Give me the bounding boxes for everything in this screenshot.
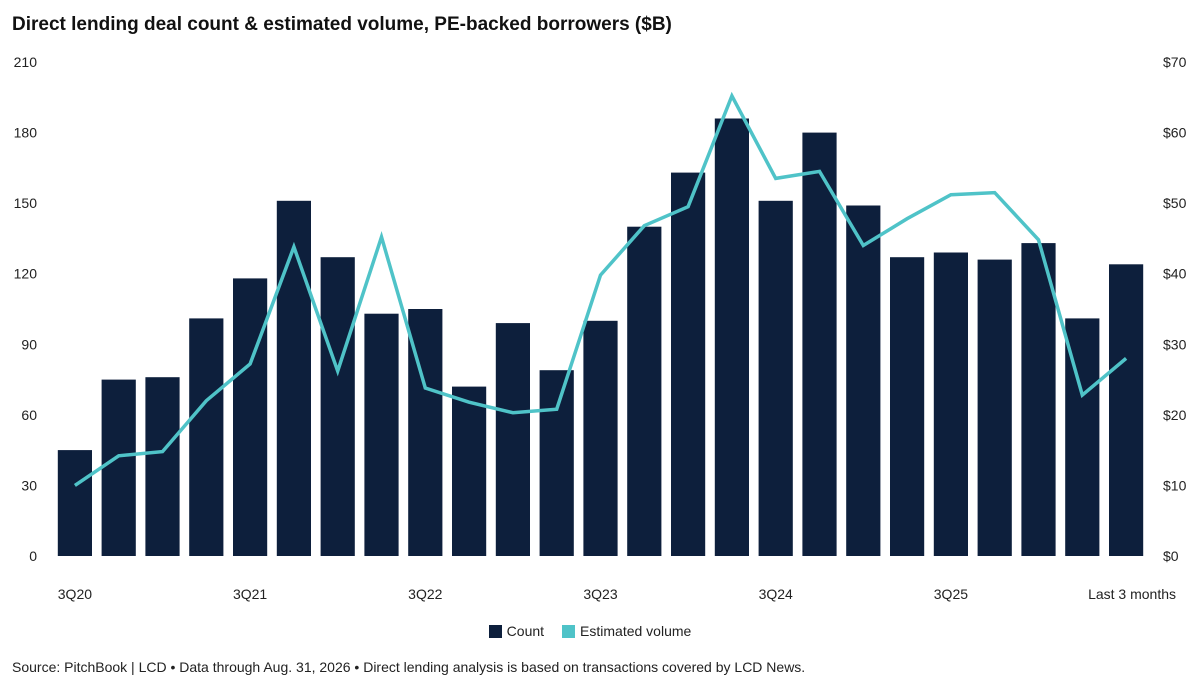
bar-count-2 (145, 377, 180, 556)
x-tick-label: 3Q24 (759, 586, 793, 602)
bar-count-0 (57, 450, 92, 556)
x-tick-label: 3Q21 (233, 586, 267, 602)
left-tick-label: 120 (14, 266, 38, 282)
x-tick-label: Last 3 months (1088, 586, 1176, 602)
legend-swatch-volume (562, 624, 576, 638)
right-tick-label: $10 (1163, 477, 1187, 493)
bar-count-17 (802, 132, 837, 556)
bar-count-12 (583, 320, 618, 556)
bar-count-5 (276, 200, 311, 557)
bar-count-7 (364, 313, 399, 556)
right-tick-label: $20 (1163, 407, 1187, 423)
bar-count-15 (714, 118, 749, 556)
bar-count-20 (933, 252, 968, 556)
bar-count-3 (189, 318, 224, 556)
right-tick-label: $70 (1163, 54, 1187, 70)
x-tick-label: 3Q22 (408, 586, 442, 602)
bar-count-24 (1109, 264, 1144, 556)
left-tick-label: 180 (14, 125, 38, 141)
right-tick-label: $60 (1163, 125, 1187, 141)
left-tick-label: 150 (14, 195, 38, 211)
left-tick-label: 0 (29, 548, 37, 564)
bar-count-21 (977, 259, 1012, 556)
bar-count-1 (101, 379, 136, 556)
x-tick-label: 3Q20 (58, 586, 92, 602)
left-tick-label: 90 (21, 336, 37, 352)
right-axis: $0 $10 $20 $30 $40 $50 $60 $70 (1163, 54, 1187, 564)
right-tick-label: $50 (1163, 195, 1187, 211)
bar-count-13 (627, 226, 662, 556)
bar-count-16 (758, 200, 793, 557)
legend-label-count: Count (506, 623, 545, 639)
left-tick-label: 60 (21, 407, 37, 423)
bar-count-6 (320, 257, 355, 556)
bar-series (57, 118, 1144, 557)
left-axis: 0 30 60 90 120 150 180 210 (14, 54, 38, 564)
bar-count-19 (890, 257, 925, 556)
volume-line (73, 91, 1128, 487)
bar-count-22 (1021, 243, 1056, 556)
bar-count-11 (539, 370, 574, 556)
x-tick-label: 3Q25 (934, 586, 968, 602)
legend-item-count: Count (488, 623, 545, 639)
legend-item-volume: Estimated volume (562, 623, 691, 639)
bar-count-10 (495, 323, 530, 556)
right-tick-label: $40 (1163, 266, 1187, 282)
chart-title: Direct lending deal count & estimated vo… (12, 14, 672, 35)
legend-label-volume: Estimated volume (580, 623, 692, 639)
legend-swatch-count (488, 624, 502, 638)
left-tick-label: 210 (14, 54, 38, 70)
right-tick-label: $0 (1163, 548, 1179, 564)
right-tick-label: $30 (1163, 336, 1187, 352)
left-tick-label: 30 (21, 477, 37, 493)
legend: Count Estimated volume (0, 623, 1180, 639)
bar-count-9 (452, 386, 487, 556)
x-axis: 3Q20 3Q21 3Q22 3Q23 3Q24 3Q25 Last 3 months (58, 586, 1176, 602)
bar-count-4 (233, 278, 268, 556)
bar-count-14 (671, 172, 706, 556)
x-tick-label: 3Q23 (583, 586, 617, 602)
source-note: Source: PitchBook | LCD • Data through A… (12, 659, 806, 675)
bar-count-18 (846, 205, 881, 556)
